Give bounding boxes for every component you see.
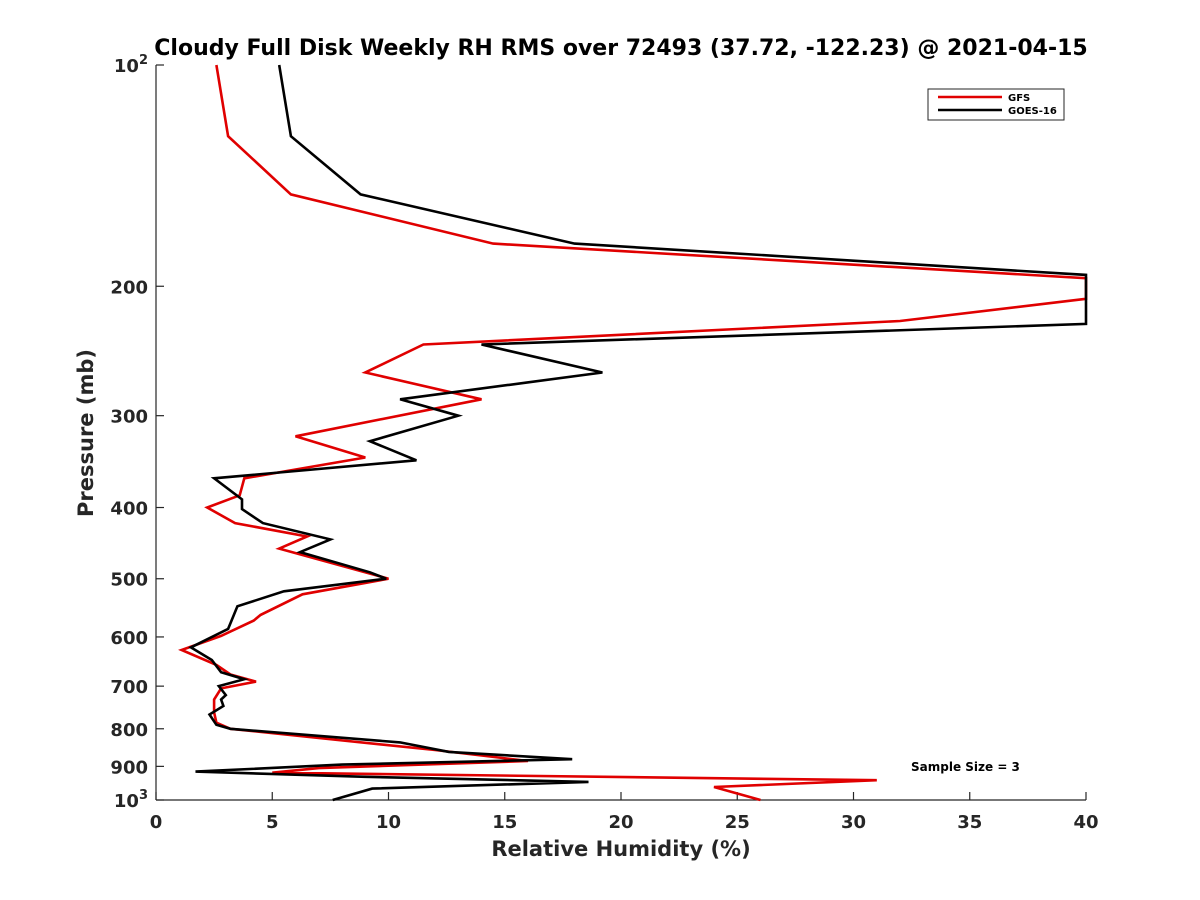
- x-tick-label: 15: [492, 812, 517, 833]
- series-line-gfs: [178, 64, 1088, 802]
- sample-size-annotation: Sample Size = 3: [911, 760, 1020, 774]
- x-tick-label: 10: [376, 812, 401, 833]
- y-tick-label: 700: [110, 677, 148, 698]
- x-tick-label: 0: [150, 812, 163, 833]
- x-tick-label: 40: [1073, 812, 1098, 833]
- y-tick-label: 500: [110, 570, 148, 591]
- y-tick-label: 102: [114, 53, 148, 77]
- x-axis-label: Relative Humidity (%): [491, 837, 750, 861]
- series-line-goes-16: [188, 64, 1088, 802]
- x-tick-label: 5: [266, 812, 279, 833]
- series-lines: [178, 64, 1088, 802]
- y-tick-label: 200: [110, 277, 148, 298]
- x-ticks: 0 5 10 15 20 25 30 35 40: [150, 792, 1099, 833]
- y-tick-label: 600: [110, 628, 148, 649]
- legend: GFS GOES-16: [927, 88, 1065, 121]
- x-tick-label: 30: [841, 812, 866, 833]
- x-tick-label: 35: [957, 812, 982, 833]
- chart-title: Cloudy Full Disk Weekly RH RMS over 7249…: [154, 36, 1087, 61]
- legend-box: [927, 88, 1065, 121]
- x-tick-label: 25: [725, 812, 750, 833]
- y-tick-label: 400: [110, 499, 148, 520]
- legend-label: GOES-16: [1008, 106, 1057, 117]
- y-tick-label: 300: [110, 407, 148, 428]
- y-tick-label: 103: [114, 788, 148, 812]
- y-ticks: 102 200 300 400 500 600 700 800 900 103: [110, 53, 164, 812]
- legend-label: GFS: [1008, 93, 1030, 104]
- y-axis-label: Pressure (mb): [74, 349, 98, 517]
- x-tick-label: 20: [608, 812, 633, 833]
- y-tick-label: 800: [110, 720, 148, 741]
- plot-area: [155, 65, 1086, 801]
- y-tick-label: 900: [110, 757, 148, 778]
